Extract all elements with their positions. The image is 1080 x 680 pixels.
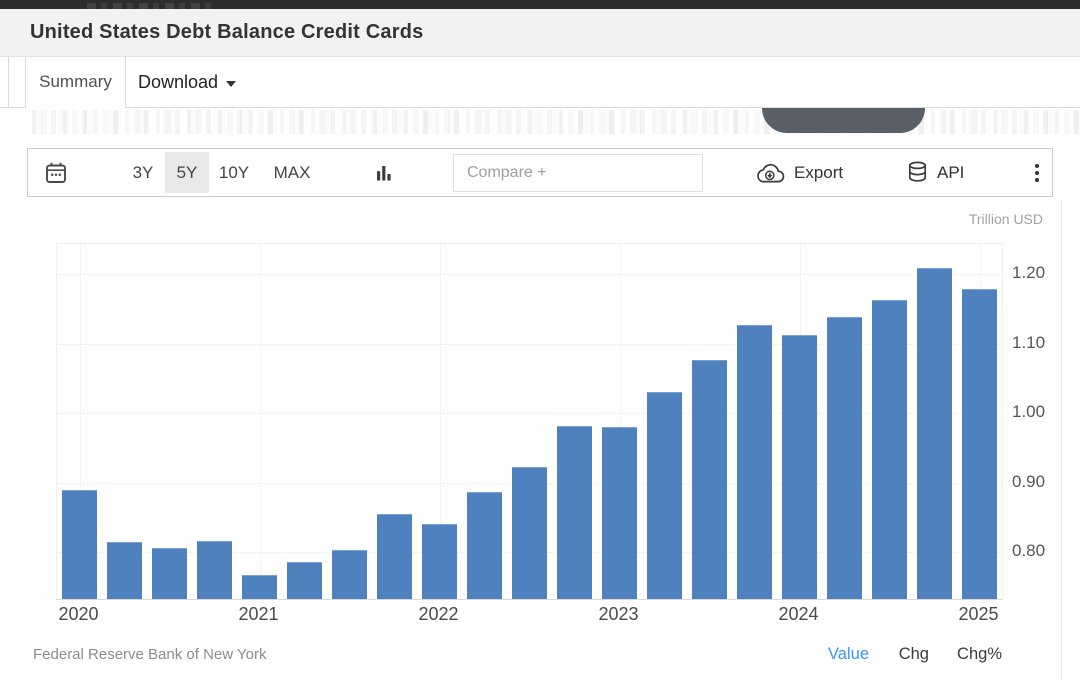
page-header: United States Debt Balance Credit Cards <box>0 9 1080 57</box>
chart-panel: Trillion USD 0.80 0.90 1.00 1.10 1.20 2020 20… <box>27 200 1062 680</box>
gridline-vertical <box>619 244 621 599</box>
page-title: United States Debt Balance Credit Cards <box>30 21 424 43</box>
bar[interactable] <box>62 489 97 599</box>
api-button[interactable]: API <box>907 149 964 196</box>
bar[interactable] <box>152 548 187 599</box>
range-10y-button[interactable]: 10Y <box>209 152 259 193</box>
tab-download-label: Download <box>138 72 219 92</box>
database-icon <box>908 161 927 182</box>
tab-summary[interactable]: Summary <box>25 57 126 108</box>
bar[interactable] <box>872 299 907 599</box>
compare-input[interactable] <box>453 154 703 192</box>
calendar-icon <box>46 162 66 183</box>
y-axis-labels: 0.80 0.90 1.00 1.10 1.20 <box>1012 243 1072 600</box>
bar[interactable] <box>917 268 952 599</box>
bar[interactable] <box>107 541 142 599</box>
bar[interactable] <box>242 574 277 599</box>
column-header-chgpct[interactable]: Chg% <box>957 645 1002 663</box>
plot-area <box>56 243 1003 600</box>
x-axis-tick-label: 2020 <box>58 604 99 624</box>
gridline-vertical <box>439 244 441 599</box>
logo-fragment <box>87 3 215 9</box>
tab-summary-label: Summary <box>39 72 112 91</box>
range-3y-button[interactable]: 3Y <box>121 152 165 193</box>
x-axis-tick-label: 2025 <box>958 604 999 624</box>
bar[interactable] <box>512 466 547 599</box>
gridline-horizontal <box>57 413 1002 415</box>
export-label: Export <box>794 162 844 182</box>
bar[interactable] <box>287 562 322 599</box>
more-options-button[interactable] <box>1027 149 1047 196</box>
bar[interactable] <box>197 540 232 599</box>
cloud-download-icon <box>757 163 785 182</box>
gridline-vertical <box>79 244 81 599</box>
axis-unit-label: Trillion USD <box>968 211 1043 227</box>
x-axis-tick-label: 2021 <box>238 604 279 624</box>
bar[interactable] <box>467 491 502 599</box>
caret-down-icon <box>226 81 237 87</box>
scroll-strip <box>0 108 1080 148</box>
y-axis-tick-label: 1.10 <box>1012 332 1046 352</box>
export-button[interactable]: Export <box>754 149 843 196</box>
bar[interactable] <box>737 324 772 599</box>
calendar-button[interactable] <box>44 161 68 185</box>
bar[interactable] <box>602 427 637 599</box>
chart-toolbar: 3Y 5Y 10Y MAX Export AP <box>27 148 1053 197</box>
bar[interactable] <box>377 514 412 599</box>
x-axis-tick-label: 2023 <box>598 604 639 624</box>
y-axis-tick-label: 1.20 <box>1012 262 1046 282</box>
chart-type-button[interactable] <box>376 164 394 181</box>
bar[interactable] <box>827 317 862 599</box>
gridline-horizontal <box>57 273 1002 275</box>
x-axis-tick-label: 2022 <box>418 604 459 624</box>
bar[interactable] <box>332 550 367 599</box>
bar[interactable] <box>422 523 457 599</box>
container-edge-line <box>8 57 9 108</box>
bar[interactable] <box>782 334 817 599</box>
bar[interactable] <box>647 392 682 599</box>
y-axis-tick-label: 0.90 <box>1012 471 1046 491</box>
gridline-horizontal <box>57 343 1002 345</box>
source-attribution: Federal Reserve Bank of New York <box>33 646 267 663</box>
tab-bar: Summary Download <box>0 57 1080 108</box>
range-max-button[interactable]: MAX <box>263 152 321 193</box>
gridline-vertical <box>259 244 261 599</box>
column-header-value[interactable]: Value <box>828 645 869 663</box>
top-navbar <box>0 0 1080 9</box>
bar-chart-icon <box>377 165 391 180</box>
y-axis-tick-label: 0.80 <box>1012 541 1046 561</box>
bar[interactable] <box>962 288 997 599</box>
range-5y-button[interactable]: 5Y <box>165 152 209 193</box>
bar[interactable] <box>692 359 727 599</box>
kebab-menu-icon <box>1035 163 1039 168</box>
x-axis-tick-label: 2024 <box>778 604 819 624</box>
bar[interactable] <box>557 426 592 599</box>
tab-download[interactable]: Download <box>138 57 237 108</box>
y-axis-tick-label: 1.00 <box>1012 402 1046 422</box>
api-label: API <box>937 162 965 182</box>
x-axis-labels: 2020 2021 2022 2023 2024 2025 <box>56 604 1003 626</box>
column-header-chg[interactable]: Chg <box>898 645 929 663</box>
cutoff-popup-shape <box>762 108 925 133</box>
